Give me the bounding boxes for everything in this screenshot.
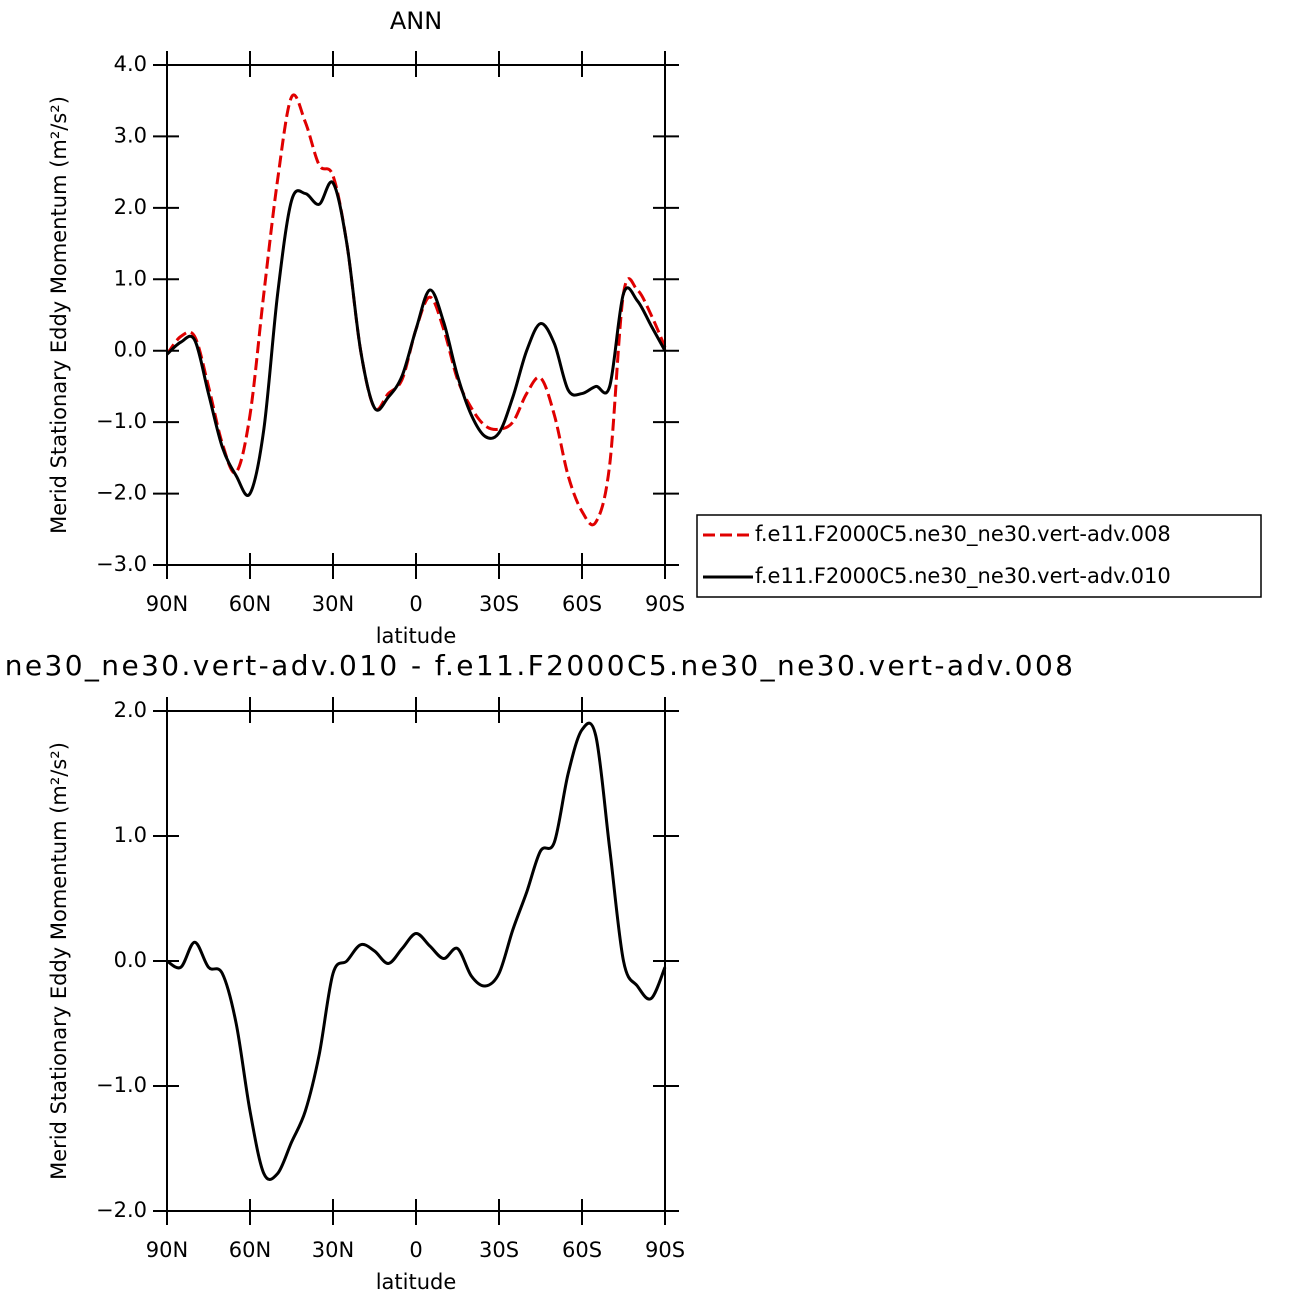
y-axis-label: Merid Stationary Eddy Momentum (m²/s²) [47, 96, 71, 534]
legend-label: f.e11.F2000C5.ne30_ne30.vert-adv.010 [755, 564, 1171, 589]
legend-box [696, 514, 1262, 598]
x-axis-label: latitude [376, 1270, 457, 1294]
y-axis-label: Merid Stationary Eddy Momentum (m²/s²) [47, 742, 71, 1180]
data-line [165, 180, 667, 497]
x-tick-label: 0 [409, 1238, 422, 1262]
chart-title: ANN [390, 7, 442, 35]
legend: f.e11.F2000C5.ne30_ne30.vert-adv.008 f.e1… [696, 514, 1262, 598]
y-tick-label: −1.0 [96, 1073, 147, 1097]
y-tick-label: 2.0 [114, 195, 147, 219]
x-tick-label: 90S [645, 1238, 685, 1262]
x-tick-label: 90N [146, 1238, 188, 1262]
y-tick-label: 0.0 [114, 338, 147, 362]
data-line [165, 93, 667, 527]
x-tick-label: 60N [229, 1238, 271, 1262]
plot-frame [166, 710, 666, 1212]
x-tick-label: 30S [479, 1238, 519, 1262]
y-tick-label: 0.0 [114, 948, 147, 972]
y-tick-label: −3.0 [96, 552, 147, 576]
y-tick-label: 2.0 [114, 698, 147, 722]
x-tick-label: 30S [479, 592, 519, 616]
x-tick-label: 0 [409, 592, 422, 616]
x-tick-label: 90S [645, 592, 685, 616]
y-tick-label: −2.0 [96, 1198, 147, 1222]
x-tick-label: 90N [146, 592, 188, 616]
y-tick-label: −2.0 [96, 481, 147, 505]
x-tick-label: 30N [312, 592, 354, 616]
legend-label: f.e11.F2000C5.ne30_ne30.vert-adv.008 [755, 522, 1171, 547]
data-line [166, 721, 667, 1181]
y-tick-label: 3.0 [114, 123, 147, 147]
x-tick-label: 60N [229, 592, 271, 616]
y-tick-label: −1.0 [96, 409, 147, 433]
x-tick-label: 60S [562, 592, 602, 616]
chart-title: f.e11.F2000C5.ne30_ne30.vert-adv.010 - f… [0, 649, 1073, 682]
y-tick-label: 1.0 [114, 823, 147, 847]
x-tick-label: 60S [562, 1238, 602, 1262]
x-axis-label: latitude [376, 624, 457, 648]
x-tick-label: 30N [312, 1238, 354, 1262]
y-tick-label: 4.0 [114, 52, 147, 76]
plot-frame [166, 64, 666, 566]
y-tick-label: 1.0 [114, 266, 147, 290]
